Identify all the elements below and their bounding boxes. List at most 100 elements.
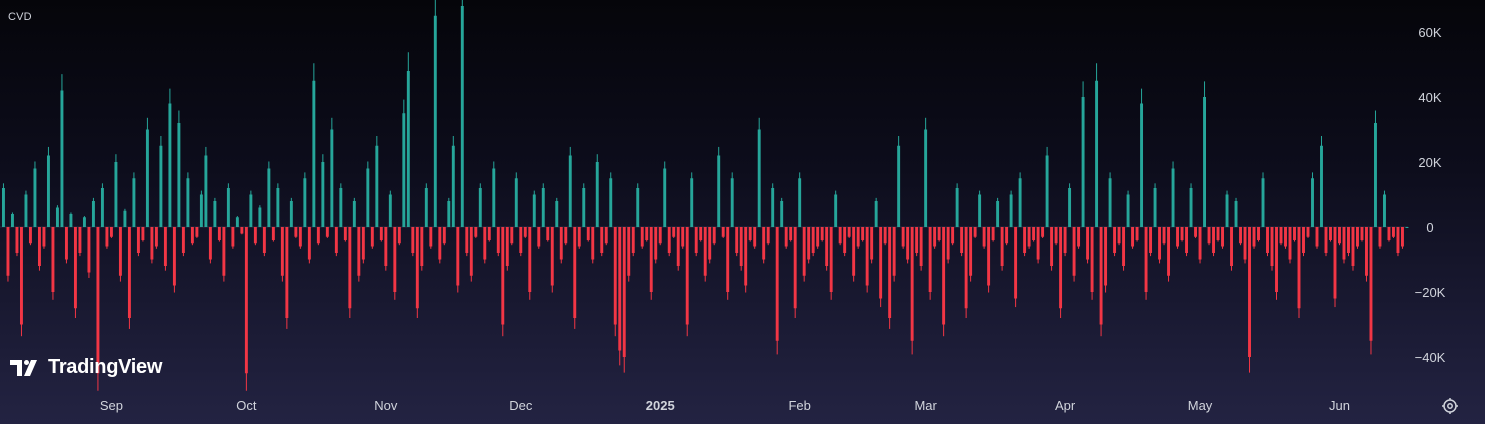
cvd-bar <box>1248 227 1251 357</box>
cvd-bar <box>690 178 694 227</box>
cvd-bar <box>951 227 955 244</box>
cvd-bar <box>141 227 145 240</box>
cvd-bar <box>1104 227 1108 286</box>
cvd-bar <box>442 227 446 244</box>
cvd-bar <box>559 227 563 260</box>
cvd-bar <box>222 227 226 276</box>
cvd-bar <box>843 227 847 253</box>
cvd-bar <box>1266 227 1269 253</box>
cvd-bar <box>906 227 910 260</box>
cvd-bar <box>1356 227 1359 247</box>
cvd-bar <box>514 178 518 227</box>
cvd-bar <box>204 155 208 227</box>
cvd-bar <box>1239 227 1242 244</box>
cvd-bar <box>82 217 86 227</box>
cvd-bar <box>433 15 437 227</box>
cvd-bar <box>1257 227 1260 240</box>
cvd-bar <box>1153 188 1157 227</box>
x-tick-label: Feb <box>788 398 810 413</box>
cvd-bar <box>271 227 275 240</box>
cvd-bar <box>1297 227 1301 309</box>
cvd-bar <box>793 227 797 309</box>
cvd-bar <box>883 227 887 244</box>
y-tick-label: −20K <box>1415 285 1446 300</box>
cvd-bar <box>307 227 311 260</box>
cvd-bar <box>973 227 977 237</box>
cvd-bar <box>991 227 995 240</box>
cvd-bar <box>1090 227 1094 292</box>
cvd-bar <box>1144 227 1148 292</box>
cvd-bar <box>280 227 284 276</box>
cvd-bar <box>771 188 775 227</box>
cvd-bar <box>289 201 293 227</box>
tradingview-logo[interactable]: TradingView <box>10 356 162 379</box>
cvd-bar <box>676 227 680 266</box>
cvd-bar <box>231 227 235 247</box>
cvd-bar <box>775 227 779 341</box>
cvd-bar <box>438 227 442 260</box>
cvd-bar <box>546 227 550 240</box>
cvd-bar <box>1009 194 1013 227</box>
cvd-bar <box>1023 227 1027 253</box>
cvd-bar <box>42 227 46 247</box>
cvd-bar <box>483 227 487 260</box>
cvd-bar <box>1005 227 1009 244</box>
cvd-bar <box>1221 227 1224 247</box>
cvd-bar <box>730 178 734 227</box>
cvd-bar <box>505 227 509 266</box>
gear-icon[interactable] <box>1441 397 1459 415</box>
x-tick-label: May <box>1188 398 1213 413</box>
cvd-bar <box>1189 188 1193 227</box>
cvd-bar <box>1050 227 1054 266</box>
cvd-bar <box>1369 227 1373 341</box>
cvd-bar <box>613 227 617 325</box>
cvd-bar <box>96 227 100 374</box>
x-tick-label: Mar <box>914 398 937 413</box>
cvd-bar <box>1360 227 1364 240</box>
cvd-bar <box>1000 227 1004 266</box>
cvd-bar <box>856 227 860 247</box>
cvd-bar <box>1072 227 1076 276</box>
cvd-bar <box>1333 227 1337 299</box>
cvd-bar <box>159 145 163 227</box>
cvd-bar <box>1347 227 1350 253</box>
cvd-bar <box>591 227 595 260</box>
cvd-bar <box>136 227 140 253</box>
cvd-bar <box>199 194 203 227</box>
cvd-bar <box>1216 227 1220 240</box>
cvd-bar <box>235 217 239 227</box>
cvd-bar <box>1329 227 1332 240</box>
cvd-bar <box>1041 227 1045 237</box>
cvd-bar <box>1387 227 1391 240</box>
cvd-bar <box>298 227 302 247</box>
cvd-bar <box>325 227 329 237</box>
cvd-bar <box>208 227 212 260</box>
cvd-bar <box>123 210 127 227</box>
cvd-bar <box>645 227 649 240</box>
cvd-bar <box>1122 227 1126 266</box>
cvd-bar <box>924 129 928 227</box>
cvd-bar <box>91 201 95 227</box>
cvd-bar <box>109 227 113 237</box>
cvd-bar <box>186 178 190 227</box>
cvd-bar <box>1167 227 1171 276</box>
cvd-bar <box>627 227 631 276</box>
cvd-bar <box>429 227 433 247</box>
cvd-bar <box>1405 227 1409 228</box>
cvd-bar <box>258 207 262 227</box>
cvd-bar <box>1045 155 1049 227</box>
cvd-bar <box>789 227 793 240</box>
cvd-bar <box>969 227 973 276</box>
cvd-bar <box>267 168 271 227</box>
cvd-bar <box>672 227 676 237</box>
cvd-bar <box>465 227 469 253</box>
cvd-bar <box>640 227 644 247</box>
cvd-bar <box>1261 178 1265 227</box>
cvd-bar <box>1392 227 1395 237</box>
cvd-bar <box>739 227 743 266</box>
cvd-bar <box>897 145 901 227</box>
cvd-bar <box>1279 227 1283 244</box>
cvd-bar <box>1311 178 1314 227</box>
